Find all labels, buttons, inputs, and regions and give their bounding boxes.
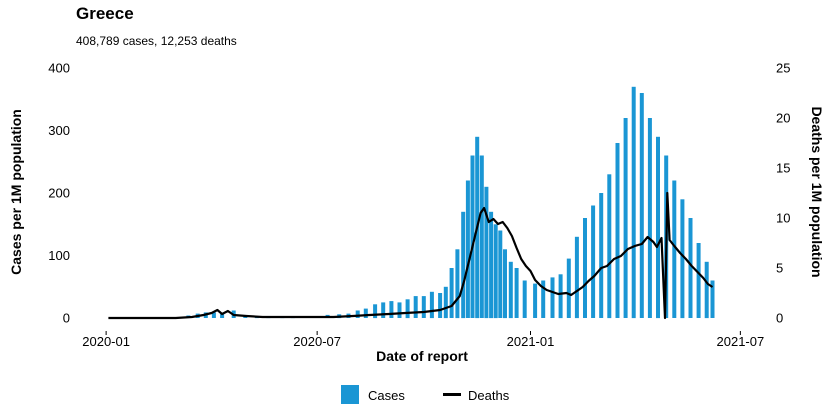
cases-bar (438, 293, 443, 318)
cases-bar (413, 296, 418, 318)
cases-bar (363, 308, 368, 318)
cases-bar (710, 280, 715, 318)
cases-bar (455, 249, 460, 319)
cases-bar (484, 186, 489, 319)
legend-cases-swatch (341, 385, 359, 404)
cases-bar (397, 302, 402, 318)
cases-bar (558, 274, 563, 319)
cases-bar (688, 218, 693, 318)
cases-bar (421, 296, 426, 318)
cases-bar (704, 261, 709, 319)
cases-bar (479, 155, 484, 318)
cases-bar (449, 268, 454, 318)
cases-bar (680, 199, 685, 319)
x-axis: 2020-01 2020-07 2021-01 2021-07 (82, 331, 764, 349)
right-y-axis: 0 5 10 15 20 25 (776, 61, 790, 326)
cases-bar (550, 277, 555, 318)
cases-bar (522, 280, 527, 318)
cases-bar (599, 193, 604, 318)
right-y-tick-label: 20 (776, 111, 790, 126)
cases-bar (429, 291, 434, 319)
cases-bar (574, 236, 579, 319)
cases-bar (389, 301, 394, 318)
cases-bar (639, 93, 644, 318)
left-y-tick-label: 0 (63, 311, 70, 326)
cases-bar (656, 136, 660, 319)
chart-title: Greece (76, 4, 134, 23)
cases-bar (623, 118, 628, 318)
cases-bar (493, 224, 498, 319)
cases-bar (211, 312, 216, 318)
cases-bar (381, 302, 386, 318)
cases-bar (672, 180, 677, 318)
cases-bar (461, 211, 466, 319)
cases-bar (508, 261, 513, 319)
x-tick-label: 2020-07 (293, 334, 341, 349)
left-y-axis: 0 100 200 300 400 (48, 61, 70, 326)
cases-bar (591, 205, 596, 318)
right-y-axis-title: Deaths per 1M population (809, 106, 825, 277)
right-y-tick-label: 15 (776, 161, 790, 176)
cases-bar (615, 143, 620, 318)
legend-cases-label: Cases (368, 388, 405, 403)
cases-bar (514, 268, 519, 318)
cases-bar (566, 258, 571, 318)
cases-bar (489, 211, 494, 319)
right-y-tick-label: 5 (776, 261, 783, 276)
right-y-tick-label: 25 (776, 61, 790, 76)
left-y-axis-title: Cases per 1M population (8, 109, 24, 275)
cases-bar (498, 230, 503, 318)
cases-bar (465, 180, 470, 318)
right-y-tick-label: 0 (776, 311, 783, 326)
right-y-tick-label: 10 (776, 211, 790, 226)
left-y-tick-label: 400 (48, 61, 70, 76)
cases-bar (541, 280, 546, 318)
left-y-tick-label: 300 (48, 123, 70, 138)
cases-bar (631, 86, 636, 319)
cases-bar (373, 304, 378, 319)
x-tick-label: 2021-01 (507, 334, 555, 349)
cases-bar (503, 249, 507, 319)
x-tick-label: 2021-07 (717, 334, 765, 349)
cases-bar (533, 283, 538, 318)
x-axis-title: Date of report (376, 348, 468, 364)
deaths-line (108, 191, 714, 320)
cases-bar (220, 313, 225, 318)
cases-bars (178, 86, 715, 319)
legend-deaths-label: Deaths (468, 388, 510, 403)
cases-bar (696, 243, 701, 318)
cases-bar (583, 218, 587, 318)
cases-bar (443, 286, 448, 319)
cases-bar (607, 174, 612, 319)
chart-subtitle: 408,789 cases, 12,253 deaths (76, 34, 237, 48)
cases-bar (405, 299, 410, 319)
cases-bar (647, 118, 652, 318)
left-y-tick-label: 200 (48, 186, 70, 201)
cases-bar (470, 155, 475, 318)
cases-bar (355, 310, 360, 318)
legend: Cases Deaths (341, 385, 510, 404)
left-y-tick-label: 100 (48, 248, 70, 263)
x-tick-label: 2020-01 (82, 334, 130, 349)
